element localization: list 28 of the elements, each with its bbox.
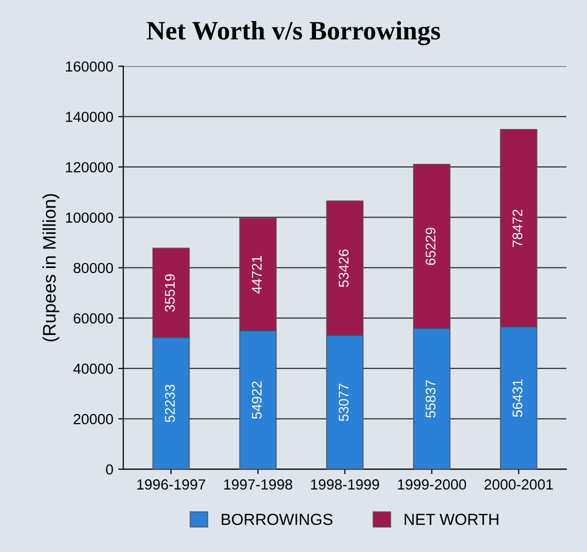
- y-tick-label: 100000: [66, 212, 113, 223]
- y-tick-label: 160000: [66, 61, 113, 72]
- data-label: 44721: [252, 256, 262, 294]
- y-axis-title: (Rupees in Million): [42, 194, 60, 342]
- x-tick-label: 1999-2000: [398, 479, 466, 490]
- y-tick-label: 140000: [66, 112, 113, 122]
- data-label: 52233: [164, 384, 175, 422]
- y-tick-label: 120000: [66, 162, 113, 172]
- x-tick-label: 1997-1998: [224, 479, 292, 490]
- legend-label: NET WORTH: [404, 514, 498, 526]
- data-label: 65229: [426, 228, 436, 266]
- y-tick-label: 40000: [73, 364, 113, 374]
- chart-title: Net Worth v/s Borrowings: [146, 21, 440, 46]
- data-label: 56431: [512, 380, 522, 417]
- x-tick-label: 2000-2001: [484, 479, 553, 490]
- data-label: 53077: [338, 384, 349, 422]
- data-label: 55837: [426, 380, 436, 418]
- x-tick-label: 1996-1997: [137, 479, 206, 490]
- y-tick-label: 60000: [74, 313, 113, 324]
- data-label: 54922: [252, 381, 262, 419]
- legend-label: BORROWINGS: [222, 514, 332, 526]
- x-tick-label: 1998-1999: [311, 479, 380, 490]
- data-label: 35519: [164, 274, 175, 312]
- y-tick-label: 0: [106, 464, 113, 475]
- y-tick-label: 80000: [74, 262, 113, 274]
- data-label: 53426: [338, 250, 349, 287]
- data-label: 78472: [512, 210, 522, 247]
- y-tick-label: 20000: [74, 414, 113, 424]
